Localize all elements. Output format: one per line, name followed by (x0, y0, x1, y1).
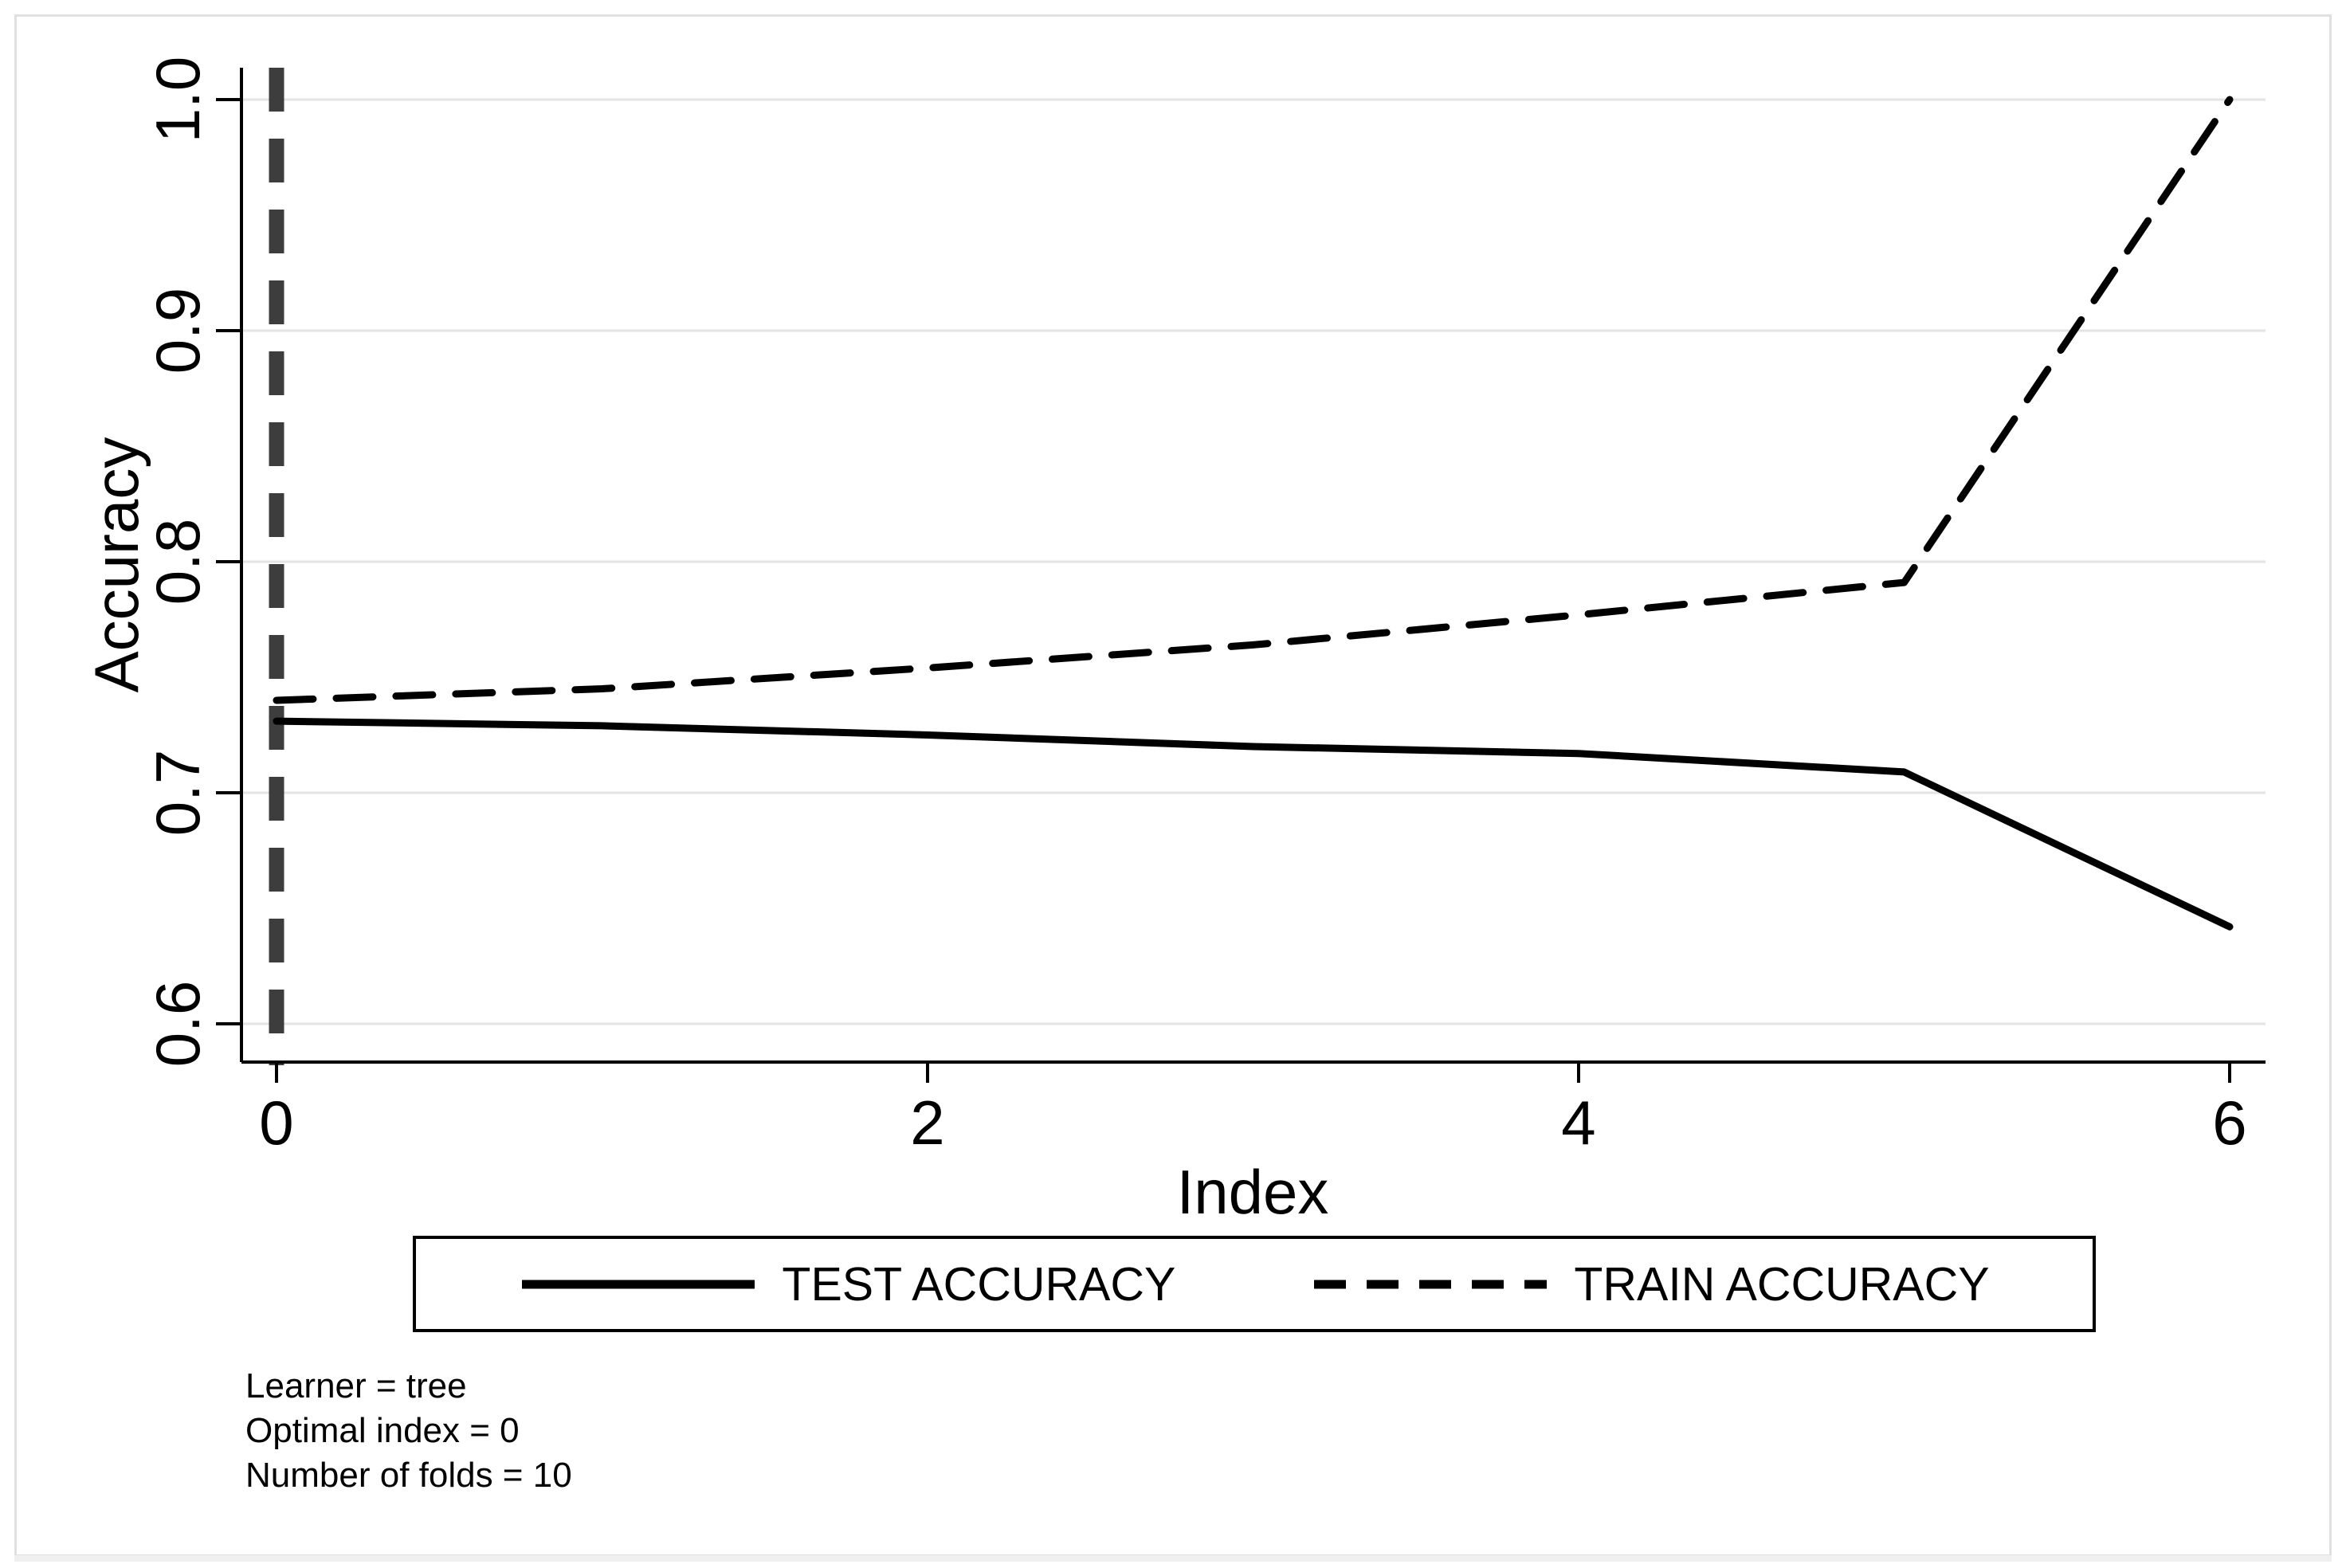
chart-notes: Learner = tree Optimal index = 0 Number … (245, 1364, 572, 1498)
y-axis-title: Accuracy (81, 437, 151, 693)
dashed-line-swatch (1314, 1280, 1548, 1288)
y-tick-label: 0.6 (143, 981, 213, 1067)
y-tick-label: 0.9 (143, 288, 213, 374)
note-optimal-index: Optimal index = 0 (245, 1411, 520, 1450)
legend: TEST ACCURACY TRAIN ACCURACY (413, 1236, 2096, 1332)
legend-entry-train-accuracy: TRAIN ACCURACY (1311, 1257, 1990, 1311)
axes (240, 68, 2266, 1064)
legend-label-test-accuracy: TEST ACCURACY (782, 1257, 1176, 1311)
legend-entry-test-accuracy: TEST ACCURACY (519, 1257, 1175, 1311)
x-tick-label: 2 (910, 1088, 944, 1158)
note-number-of-folds: Number of folds = 10 (245, 1456, 572, 1495)
x-tick-label: 4 (1561, 1088, 1595, 1158)
x-tick-label: 6 (2212, 1088, 2246, 1158)
tick-labels: 1.0 0.9 0.8 0.7 0.6 0 2 4 6 (143, 57, 2247, 1158)
axis-ticks (216, 98, 2231, 1083)
note-learner: Learner = tree (245, 1366, 467, 1405)
y-tick-label: 1.0 (143, 57, 213, 143)
y-tick-label: 0.8 (143, 519, 213, 605)
x-axis-title: Index (1177, 1157, 1329, 1227)
series-line-test-accuracy (273, 717, 2234, 931)
legend-label-train-accuracy: TRAIN ACCURACY (1574, 1257, 1990, 1311)
solid-line-swatch (522, 1280, 755, 1288)
gridlines (241, 98, 2266, 1025)
data-series-lines (273, 96, 2234, 931)
y-tick-label: 0.7 (143, 750, 213, 836)
figure-border-shadow (14, 1555, 2332, 1562)
series-line-train-accuracy (273, 96, 2234, 704)
x-tick-label: 0 (259, 1088, 293, 1158)
